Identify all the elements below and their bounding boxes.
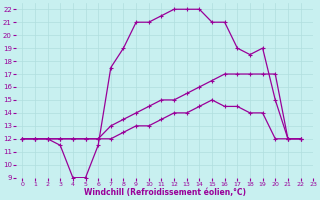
X-axis label: Windchill (Refroidissement éolien,°C): Windchill (Refroidissement éolien,°C) — [84, 188, 245, 197]
